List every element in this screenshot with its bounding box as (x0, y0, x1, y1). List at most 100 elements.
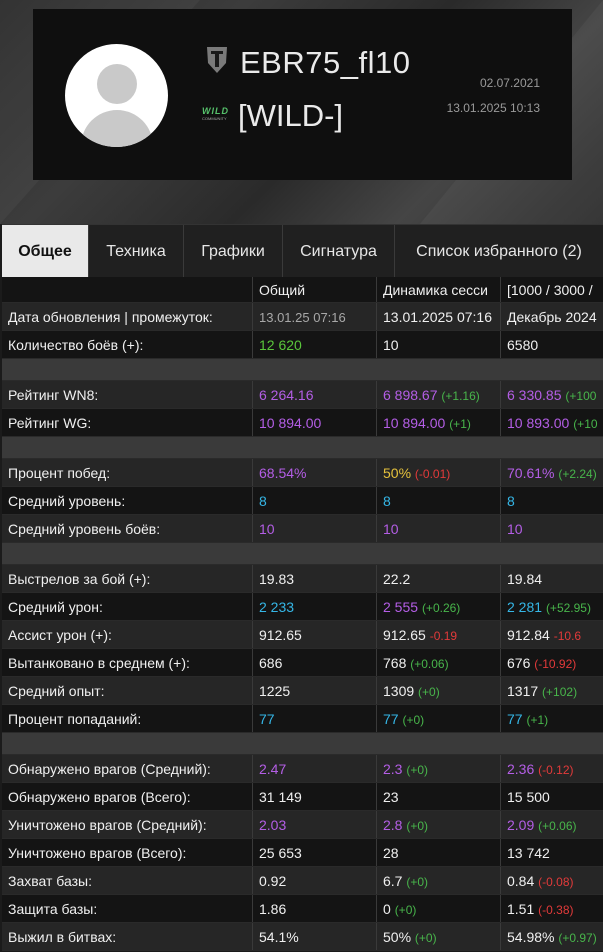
row-label: Захват базы: (2, 866, 253, 895)
stat-delta: -0.19 (429, 628, 458, 643)
tab-signature[interactable]: Сигнатура (283, 225, 395, 278)
stat-value: 54.1% (259, 928, 299, 945)
stat-delta: (+0) (406, 762, 429, 777)
row-label: Ассист урон (+): (2, 620, 253, 649)
profile-header: EBR75_fl10 WILD COMMUNITY [WILD-] 02.07.… (0, 0, 603, 224)
table-row: Выжил в битвах: 54.1% 50% (+0) 54.98% (+0.9… (2, 922, 603, 951)
table-row: Вытанковано в среднем (+): 686 768 (+0.06)… (2, 648, 603, 677)
stat-value: 6.7 (383, 872, 403, 889)
stat-value: 25 653 (259, 844, 302, 861)
stats-table: Общий Динамика сесси [1000 / 3000 / Дата… (2, 277, 603, 951)
stat-value: 1317 (507, 682, 539, 699)
stat-cell: 912.84 -10.6 (500, 620, 603, 649)
stat-cell: 2.3 (+0) (376, 754, 501, 783)
stat-value: 6 898.67 (383, 386, 438, 403)
stat-cell: 8 (376, 486, 501, 515)
profile-card: EBR75_fl10 WILD COMMUNITY [WILD-] 02.07.… (33, 9, 572, 180)
stat-cell: 2.8 (+0) (376, 810, 501, 839)
stat-delta: (-0.38) (538, 902, 574, 917)
stat-value: 1.86 (259, 900, 287, 917)
tab-charts[interactable]: Графики (184, 225, 283, 278)
row-label: Рейтинг WN8: (2, 380, 253, 409)
stat-cell: 28 (376, 838, 501, 867)
table-row: Уничтожено врагов (Всего): 25 653 28 13 742 (2, 838, 603, 867)
table-separator-row (2, 436, 603, 459)
row-label: Средний уровень: (2, 486, 253, 515)
stat-value: 1.51 (507, 900, 535, 917)
stat-cell: 54.1% (252, 922, 377, 951)
stat-value: 2 281 (507, 598, 543, 615)
stat-cell: Декабрь 2024 (500, 302, 603, 331)
stat-value: 8 (507, 492, 515, 509)
stat-value: 0.84 (507, 872, 535, 889)
stat-value: 50% (383, 464, 412, 481)
stat-value: 2 555 (383, 598, 419, 615)
stat-cell: 13.01.2025 07:16 (376, 302, 501, 331)
created-date: 02.07.2021 (479, 76, 540, 90)
stat-cell: 6580 (500, 330, 603, 359)
table-row: Средний урон: 2 233 2 555 (+0.26) 2 281 (+5… (2, 592, 603, 621)
stat-value: 19.84 (507, 570, 543, 587)
table-row: Рейтинг WN8: 6 264.16 6 898.67 (+1.16) 6 33… (2, 380, 603, 409)
stat-cell: 768 (+0.06) (376, 648, 501, 677)
stat-value: 6 264.16 (259, 386, 314, 403)
stat-cell: 912.65 (252, 620, 377, 649)
stat-cell: 10 (500, 514, 603, 543)
stat-value: 10 (383, 520, 399, 537)
stat-value: 10 (507, 520, 523, 537)
stat-value: 2.8 (383, 816, 403, 833)
row-label: Средний уровень боёв: (2, 514, 253, 543)
stat-cell: 22.2 (376, 564, 501, 593)
stat-value: 912.65 (259, 626, 302, 643)
stat-value: 77 (259, 710, 275, 727)
stat-cell: 31 149 (252, 782, 377, 811)
stat-value: 70.61% (507, 464, 555, 481)
stat-cell: 10 894.00 (252, 408, 377, 437)
stat-cell: 1.86 (252, 894, 377, 923)
stat-cell: 23 (376, 782, 501, 811)
header-cell-overall[interactable]: Общий (252, 277, 377, 303)
stat-delta: (+1.16) (441, 388, 480, 403)
stat-value: 10 (259, 520, 275, 537)
stat-cell: 13.01.25 07:16 (252, 302, 377, 331)
row-label: Средний урон: (2, 592, 253, 621)
row-label: Процент побед: (2, 458, 253, 487)
stat-cell: 50% (-0.01) (376, 458, 501, 487)
stat-cell: 8 (252, 486, 377, 515)
stat-value: 77 (507, 710, 523, 727)
stat-cell: 2.36 (-0.12) (500, 754, 603, 783)
stat-value: 8 (383, 492, 391, 509)
stat-value: 77 (383, 710, 399, 727)
stat-cell: 12 620 (252, 330, 377, 359)
stat-cell: 6 264.16 (252, 380, 377, 409)
stat-cell: 54.98% (+0.97) (500, 922, 603, 951)
stat-cell: 10 893.00 (+10 (500, 408, 603, 437)
stat-value: 6580 (507, 336, 539, 353)
tab-favorites[interactable]: Список избранного (2) (416, 243, 582, 260)
tab-general[interactable]: Общее (2, 225, 89, 278)
row-label: Дата обновления | промежуток: (2, 302, 253, 331)
table-row: Обнаружено врагов (Всего): 31 149 23 15 500 (2, 782, 603, 811)
clan-tag[interactable]: [WILD-] (238, 98, 344, 133)
stat-value: 50% (383, 928, 412, 945)
stat-value: 68.54% (259, 464, 307, 481)
stat-delta: (+0.26) (421, 600, 461, 615)
table-row: Рейтинг WG: 10 894.00 10 894.00 (+1) 10 893… (2, 408, 603, 437)
stat-cell: 2 555 (+0.26) (376, 592, 501, 621)
stat-delta: (+0) (394, 902, 417, 917)
stat-delta: (-10.92) (534, 656, 577, 671)
table-row: Средний уровень: 8 8 8 (2, 486, 603, 515)
row-label: Количество боёв (+): (2, 330, 253, 359)
stat-value: 13 742 (507, 844, 550, 861)
stat-delta: (-0.01) (414, 466, 451, 481)
tab-vehicles[interactable]: Техника (89, 225, 184, 278)
row-label: Обнаружено врагов (Всего): (2, 782, 253, 811)
header-cell-session[interactable]: Динамика сесси (376, 277, 501, 303)
header-cell-period[interactable]: [1000 / 3000 / (500, 277, 603, 303)
stat-cell: 676 (-10.92) (500, 648, 603, 677)
table-row: Ассист урон (+): 912.65 912.65 -0.19 912.84… (2, 620, 603, 649)
stat-cell: 2.09 (+0.06) (500, 810, 603, 839)
stat-delta: (-0.08) (538, 874, 574, 889)
stat-value: 10 (383, 336, 399, 353)
stat-value: 28 (383, 844, 399, 861)
